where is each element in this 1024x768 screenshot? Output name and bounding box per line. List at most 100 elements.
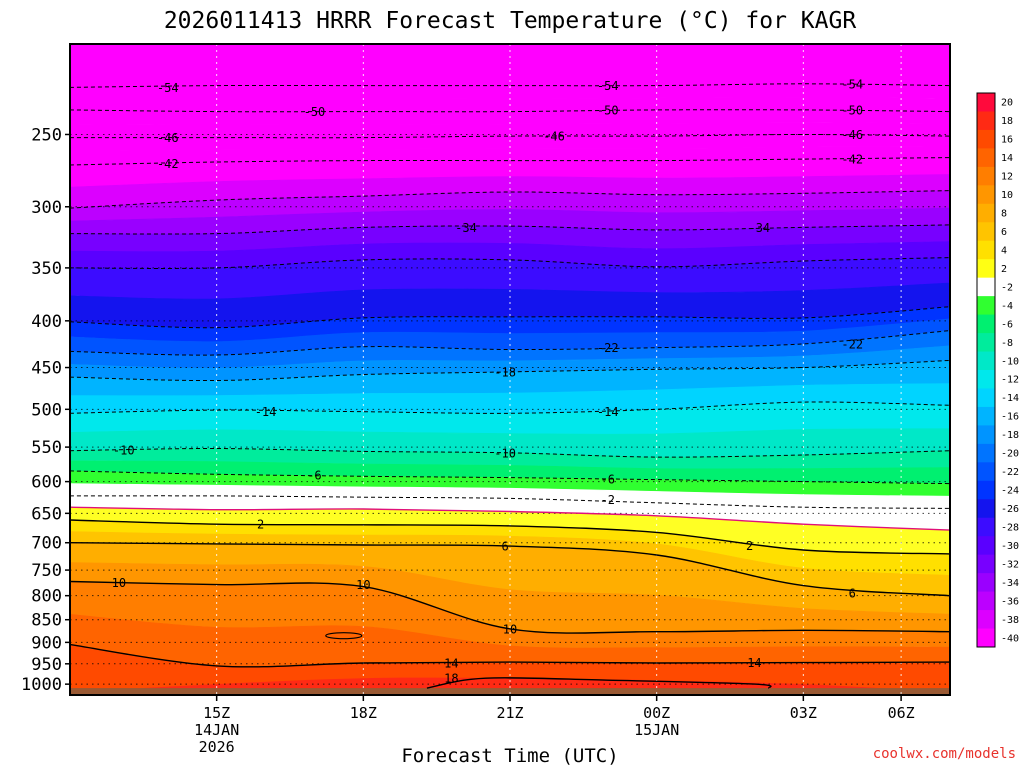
x-tick-date: 14JAN <box>194 721 239 739</box>
x-tick-label: 00Z <box>643 704 670 722</box>
y-tick-label: 500 <box>31 400 62 420</box>
colorbar-label: -20 <box>1001 449 1019 460</box>
colorbar-label: -26 <box>1001 504 1019 515</box>
contour-label: -46 <box>543 130 565 144</box>
contour-label: 10 <box>112 576 126 590</box>
colorbar-swatch <box>977 148 995 168</box>
colorbar-swatch <box>977 443 995 463</box>
colorbar-label: 6 <box>1001 227 1007 238</box>
y-tick-label: 250 <box>31 125 62 145</box>
colorbar-label: -12 <box>1001 375 1019 386</box>
colorbar-label: -30 <box>1001 541 1019 552</box>
contour-label: -22 <box>597 341 619 355</box>
colorbar-swatch <box>977 314 995 334</box>
contour-label: -10 <box>113 443 135 457</box>
contour-label: 14 <box>444 656 458 670</box>
isotherm-line <box>325 632 363 640</box>
colorbar-label: -34 <box>1001 578 1019 589</box>
contour-label: -14 <box>597 405 619 419</box>
isotherm-line <box>70 643 950 668</box>
colorbar-swatch <box>977 222 995 242</box>
colorbar: 20 18 16 14 12 10 8 6 4 2 -2 -4 -6 -8 -10 -12 -14 -16 -18 -… <box>976 92 1019 648</box>
colorbar-label: -22 <box>1001 467 1019 478</box>
y-tick-label: 450 <box>31 359 62 379</box>
colorbar-label: -10 <box>1001 356 1019 367</box>
colorbar-label: -6 <box>1001 319 1013 330</box>
colorbar-swatch <box>977 166 995 186</box>
ground-fill <box>70 688 950 695</box>
contour-label: 10 <box>503 622 517 636</box>
colorbar-frame <box>976 92 996 648</box>
colorbar-label: -8 <box>1001 338 1013 349</box>
colorbar-swatch <box>977 480 995 500</box>
colorbar-swatch <box>977 93 995 112</box>
colorbar-swatch <box>977 536 995 556</box>
colorbar-label: -40 <box>1001 633 1019 644</box>
colorbar-label: -18 <box>1001 430 1019 441</box>
y-tick-label: 600 <box>31 473 62 493</box>
x-tick-year: 2026 <box>199 738 235 756</box>
contour-label: 2 <box>746 539 753 553</box>
contour-label: -18 <box>494 365 516 379</box>
colorbar-label: 12 <box>1001 172 1013 183</box>
x-axis-label: Forecast Time (UTC) <box>401 745 618 767</box>
colorbar-swatch <box>977 129 995 149</box>
contour-label: 6 <box>501 540 508 554</box>
x-tick-label: 21Z <box>496 704 523 722</box>
x-tick-date: 15JAN <box>634 721 679 739</box>
y-tick-label: 700 <box>31 534 62 554</box>
y-tick-label: 350 <box>31 259 62 279</box>
grid-lines <box>70 44 950 695</box>
colorbar-label: -32 <box>1001 559 1019 570</box>
colorbar-swatch <box>977 259 995 279</box>
plot-area: -54 -54 -54 -50 -50 -50 -46 -46 -46 -42 -42 -34 -34 -… <box>70 44 950 695</box>
contour-label: -34 <box>748 221 770 235</box>
colorbar-label: -24 <box>1001 486 1019 497</box>
credit-text: coolwx.com/models <box>873 746 1016 762</box>
colorbar-label: 20 <box>1001 98 1013 109</box>
contour-label: 14 <box>747 656 761 670</box>
y-tick-label: 900 <box>31 633 62 653</box>
colorbar-swatch <box>977 277 995 297</box>
y-tick-label: 400 <box>31 312 62 332</box>
contour-label: 2 <box>257 518 264 532</box>
contour-label: -10 <box>494 446 516 460</box>
y-tick-label: 750 <box>31 561 62 581</box>
y-tick-label: 800 <box>31 587 62 607</box>
y-tick-label: 1000 <box>21 675 62 695</box>
colorbar-label: 18 <box>1001 116 1013 127</box>
y-axis-pressure-ticks: 2503003504004505005506006507007508008509… <box>21 125 70 695</box>
contour-label: -22 <box>841 337 863 351</box>
contour-label: -50 <box>597 103 619 117</box>
contour-label: -2 <box>601 493 615 507</box>
colorbar-swatch <box>977 388 995 408</box>
colorbar-swatch <box>977 351 995 371</box>
contour-label: -42 <box>841 153 863 167</box>
colorbar-swatch <box>977 240 995 260</box>
colorbar-label: 4 <box>1001 245 1007 256</box>
isotherm-line <box>426 677 772 689</box>
colorbar-label: 2 <box>1001 264 1007 275</box>
contour-label: -46 <box>157 131 179 145</box>
contour-label: -6 <box>601 472 615 486</box>
colorbar-swatch <box>977 370 995 389</box>
isotherm-contours <box>70 83 950 689</box>
colorbar-swatch <box>977 333 995 353</box>
colorbar-label: -2 <box>1001 282 1013 293</box>
chart-title: 2026011413 HRRR Forecast Temperature (°C… <box>164 8 857 34</box>
colorbar-label: -36 <box>1001 596 1019 607</box>
colorbar-swatch <box>977 554 995 574</box>
y-tick-label: 550 <box>31 438 62 458</box>
temperature-bands <box>70 44 950 695</box>
isotherm-line <box>70 519 950 555</box>
x-tick-label: 06Z <box>888 704 915 722</box>
colorbar-swatch <box>977 499 995 519</box>
colorbar-swatch <box>977 185 995 205</box>
ground-layer <box>70 688 950 695</box>
colorbar-label: 14 <box>1001 153 1013 164</box>
colorbar-swatch <box>977 517 995 537</box>
colorbar-swatch <box>977 573 995 593</box>
colorbar-swatch <box>977 111 995 131</box>
colorbar-swatch <box>977 462 995 482</box>
